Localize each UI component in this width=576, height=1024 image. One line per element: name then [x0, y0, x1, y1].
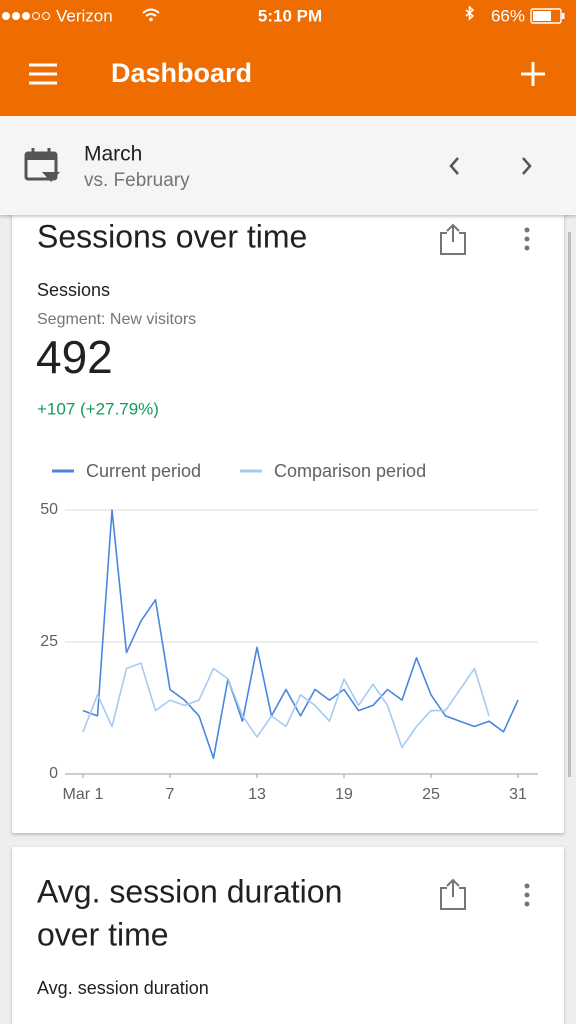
x-tick-label: 13 — [248, 786, 266, 803]
x-tick-label: 31 — [509, 786, 527, 803]
legend-label: Comparison period — [274, 461, 426, 481]
battery-level: 66% — [491, 6, 525, 25]
period: March — [84, 143, 142, 166]
signal — [2, 12, 50, 20]
card — [12, 847, 564, 1024]
menu-button[interactable] — [29, 63, 57, 85]
carrier: Verizon — [56, 6, 113, 25]
card-title: Sessions over time — [37, 218, 307, 254]
more-button[interactable] — [524, 883, 530, 907]
prev-button[interactable] — [449, 157, 459, 175]
series-line — [82, 509, 519, 759]
comparison: vs. February — [84, 170, 190, 191]
battery — [530, 8, 562, 24]
change: +107 (+27.79%) — [37, 399, 159, 418]
series-line — [82, 662, 490, 749]
app-title: Dashboard — [111, 58, 252, 88]
bluetooth — [465, 5, 475, 21]
card-title: Avg. session duration — [37, 873, 342, 909]
calendar-icon — [24, 148, 60, 182]
y-tick-label: 0 — [49, 765, 58, 782]
segment: Segment: New visitors — [37, 311, 196, 328]
add-button[interactable] — [521, 62, 545, 86]
x-tick-label: 7 — [166, 786, 175, 803]
metric-name: Avg. session duration — [37, 978, 209, 998]
x-tick-label: 19 — [335, 786, 353, 803]
card — [12, 200, 564, 833]
scrollbar — [568, 232, 571, 777]
wifi — [142, 8, 160, 17]
metric-value: 492 — [36, 331, 113, 383]
next-button[interactable] — [522, 157, 532, 175]
share-button[interactable] — [440, 878, 466, 910]
card-title: over time — [37, 916, 169, 952]
legend-label: Current period — [86, 461, 201, 481]
date-bar[interactable] — [0, 116, 576, 215]
x-tick-label: 25 — [422, 786, 440, 803]
clock: 5:10 PM — [258, 6, 322, 25]
metric-name: Sessions — [37, 280, 110, 300]
share-button[interactable] — [440, 223, 466, 255]
app-bar — [0, 0, 576, 116]
y-tick-label: 50 — [40, 501, 58, 518]
y-tick-label: 25 — [40, 633, 58, 650]
chart: 0 25 50 Mar 1 7 13 19 25 31 Current period Compari… — [40, 461, 538, 803]
more-button[interactable] — [524, 227, 530, 251]
x-tick-label: Mar 1 — [63, 786, 104, 803]
